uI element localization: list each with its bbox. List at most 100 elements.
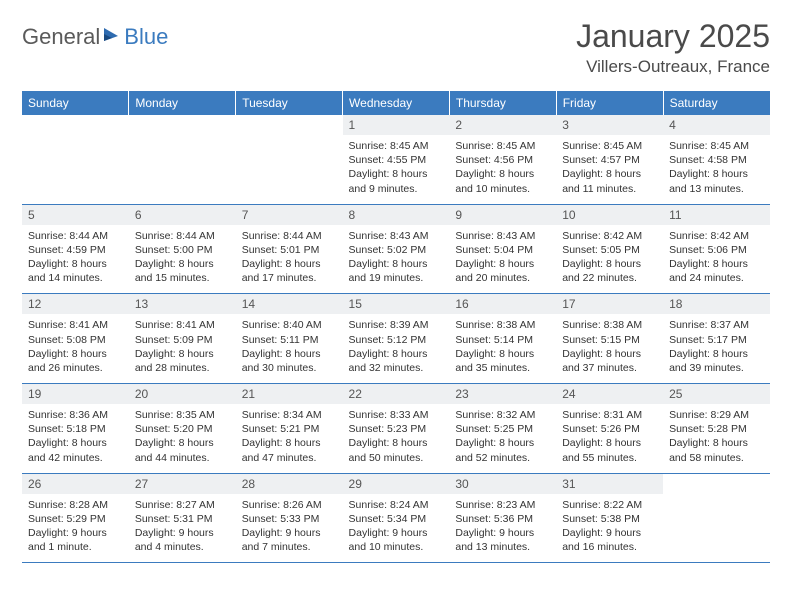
daylight-line: Daylight: 8 hours and 9 minutes. xyxy=(349,167,444,195)
calendar-day-cell: 25Sunrise: 8:29 AMSunset: 5:28 PMDayligh… xyxy=(663,384,770,474)
day-number: 11 xyxy=(663,205,770,225)
day-number: 1 xyxy=(343,115,450,135)
day-number: 26 xyxy=(22,474,129,494)
sunset-line: Sunset: 5:33 PM xyxy=(242,512,337,526)
daylight-line: Daylight: 8 hours and 52 minutes. xyxy=(455,436,550,464)
sunset-line: Sunset: 5:14 PM xyxy=(455,333,550,347)
day-number: 28 xyxy=(236,474,343,494)
day-number: 16 xyxy=(449,294,556,314)
sunrise-line: Sunrise: 8:38 AM xyxy=(455,318,550,332)
sunrise-line: Sunrise: 8:32 AM xyxy=(455,408,550,422)
day-details: Sunrise: 8:38 AMSunset: 5:15 PMDaylight:… xyxy=(556,314,663,383)
calendar-day-cell: 28Sunrise: 8:26 AMSunset: 5:33 PMDayligh… xyxy=(236,473,343,563)
day-number: 29 xyxy=(343,474,450,494)
day-details: Sunrise: 8:45 AMSunset: 4:57 PMDaylight:… xyxy=(556,135,663,204)
sunrise-line: Sunrise: 8:45 AM xyxy=(669,139,764,153)
calendar-day-cell: 10Sunrise: 8:42 AMSunset: 5:05 PMDayligh… xyxy=(556,204,663,294)
daylight-line: Daylight: 8 hours and 55 minutes. xyxy=(562,436,657,464)
calendar-day-cell: 7Sunrise: 8:44 AMSunset: 5:01 PMDaylight… xyxy=(236,204,343,294)
sunrise-line: Sunrise: 8:45 AM xyxy=(455,139,550,153)
day-number: 3 xyxy=(556,115,663,135)
calendar-day-cell: 23Sunrise: 8:32 AMSunset: 5:25 PMDayligh… xyxy=(449,384,556,474)
calendar-table: SundayMondayTuesdayWednesdayThursdayFrid… xyxy=(22,91,770,563)
daylight-line: Daylight: 9 hours and 10 minutes. xyxy=(349,526,444,554)
daylight-line: Daylight: 8 hours and 19 minutes. xyxy=(349,257,444,285)
daylight-line: Daylight: 8 hours and 26 minutes. xyxy=(28,347,123,375)
day-number: 5 xyxy=(22,205,129,225)
day-number: 27 xyxy=(129,474,236,494)
daylight-line: Daylight: 8 hours and 15 minutes. xyxy=(135,257,230,285)
sunrise-line: Sunrise: 8:34 AM xyxy=(242,408,337,422)
day-details: Sunrise: 8:24 AMSunset: 5:34 PMDaylight:… xyxy=(343,494,450,563)
daylight-line: Daylight: 8 hours and 11 minutes. xyxy=(562,167,657,195)
weekday-header: Wednesday xyxy=(343,91,450,115)
daylight-line: Daylight: 8 hours and 22 minutes. xyxy=(562,257,657,285)
sunrise-line: Sunrise: 8:45 AM xyxy=(349,139,444,153)
daylight-line: Daylight: 8 hours and 28 minutes. xyxy=(135,347,230,375)
calendar-day-cell: 3Sunrise: 8:45 AMSunset: 4:57 PMDaylight… xyxy=(556,115,663,204)
sunrise-line: Sunrise: 8:39 AM xyxy=(349,318,444,332)
daylight-line: Daylight: 8 hours and 44 minutes. xyxy=(135,436,230,464)
sunset-line: Sunset: 4:56 PM xyxy=(455,153,550,167)
day-details: Sunrise: 8:40 AMSunset: 5:11 PMDaylight:… xyxy=(236,314,343,383)
day-details: Sunrise: 8:44 AMSunset: 5:01 PMDaylight:… xyxy=(236,225,343,294)
day-number: 6 xyxy=(129,205,236,225)
day-number: 13 xyxy=(129,294,236,314)
day-details: Sunrise: 8:31 AMSunset: 5:26 PMDaylight:… xyxy=(556,404,663,473)
day-number: 21 xyxy=(236,384,343,404)
daylight-line: Daylight: 9 hours and 13 minutes. xyxy=(455,526,550,554)
sunset-line: Sunset: 5:15 PM xyxy=(562,333,657,347)
sunset-line: Sunset: 5:05 PM xyxy=(562,243,657,257)
sunset-line: Sunset: 5:25 PM xyxy=(455,422,550,436)
day-number: 8 xyxy=(343,205,450,225)
calendar-day-cell: 14Sunrise: 8:40 AMSunset: 5:11 PMDayligh… xyxy=(236,294,343,384)
calendar-day-cell: 11Sunrise: 8:42 AMSunset: 5:06 PMDayligh… xyxy=(663,204,770,294)
calendar-day-cell: 8Sunrise: 8:43 AMSunset: 5:02 PMDaylight… xyxy=(343,204,450,294)
day-number: 17 xyxy=(556,294,663,314)
day-details: Sunrise: 8:35 AMSunset: 5:20 PMDaylight:… xyxy=(129,404,236,473)
calendar-day-cell: 22Sunrise: 8:33 AMSunset: 5:23 PMDayligh… xyxy=(343,384,450,474)
sunset-line: Sunset: 5:36 PM xyxy=(455,512,550,526)
day-number: 7 xyxy=(236,205,343,225)
sunset-line: Sunset: 4:59 PM xyxy=(28,243,123,257)
day-number: 23 xyxy=(449,384,556,404)
day-details: Sunrise: 8:45 AMSunset: 4:58 PMDaylight:… xyxy=(663,135,770,204)
day-details: Sunrise: 8:28 AMSunset: 5:29 PMDaylight:… xyxy=(22,494,129,563)
calendar-day-cell xyxy=(22,115,129,204)
day-details: Sunrise: 8:33 AMSunset: 5:23 PMDaylight:… xyxy=(343,404,450,473)
calendar-day-cell xyxy=(663,473,770,563)
sunrise-line: Sunrise: 8:36 AM xyxy=(28,408,123,422)
day-details: Sunrise: 8:44 AMSunset: 4:59 PMDaylight:… xyxy=(22,225,129,294)
day-details: Sunrise: 8:32 AMSunset: 5:25 PMDaylight:… xyxy=(449,404,556,473)
sunrise-line: Sunrise: 8:37 AM xyxy=(669,318,764,332)
sunrise-line: Sunrise: 8:41 AM xyxy=(135,318,230,332)
sunset-line: Sunset: 5:12 PM xyxy=(349,333,444,347)
calendar-day-cell: 5Sunrise: 8:44 AMSunset: 4:59 PMDaylight… xyxy=(22,204,129,294)
sunrise-line: Sunrise: 8:23 AM xyxy=(455,498,550,512)
sunrise-line: Sunrise: 8:24 AM xyxy=(349,498,444,512)
empty-day xyxy=(22,115,129,173)
daylight-line: Daylight: 8 hours and 35 minutes. xyxy=(455,347,550,375)
month-title: January 2025 xyxy=(576,18,770,55)
day-details: Sunrise: 8:29 AMSunset: 5:28 PMDaylight:… xyxy=(663,404,770,473)
daylight-line: Daylight: 8 hours and 24 minutes. xyxy=(669,257,764,285)
day-number: 20 xyxy=(129,384,236,404)
day-number: 31 xyxy=(556,474,663,494)
day-number: 30 xyxy=(449,474,556,494)
daylight-line: Daylight: 8 hours and 58 minutes. xyxy=(669,436,764,464)
daylight-line: Daylight: 8 hours and 20 minutes. xyxy=(455,257,550,285)
weekday-header: Monday xyxy=(129,91,236,115)
day-number: 15 xyxy=(343,294,450,314)
calendar-day-cell xyxy=(129,115,236,204)
weekday-header: Thursday xyxy=(449,91,556,115)
day-details: Sunrise: 8:44 AMSunset: 5:00 PMDaylight:… xyxy=(129,225,236,294)
weekday-header: Friday xyxy=(556,91,663,115)
day-details: Sunrise: 8:41 AMSunset: 5:08 PMDaylight:… xyxy=(22,314,129,383)
sunset-line: Sunset: 5:38 PM xyxy=(562,512,657,526)
day-number: 14 xyxy=(236,294,343,314)
daylight-line: Daylight: 9 hours and 1 minute. xyxy=(28,526,123,554)
calendar-day-cell: 24Sunrise: 8:31 AMSunset: 5:26 PMDayligh… xyxy=(556,384,663,474)
day-details: Sunrise: 8:27 AMSunset: 5:31 PMDaylight:… xyxy=(129,494,236,563)
day-number: 18 xyxy=(663,294,770,314)
sunrise-line: Sunrise: 8:44 AM xyxy=(135,229,230,243)
